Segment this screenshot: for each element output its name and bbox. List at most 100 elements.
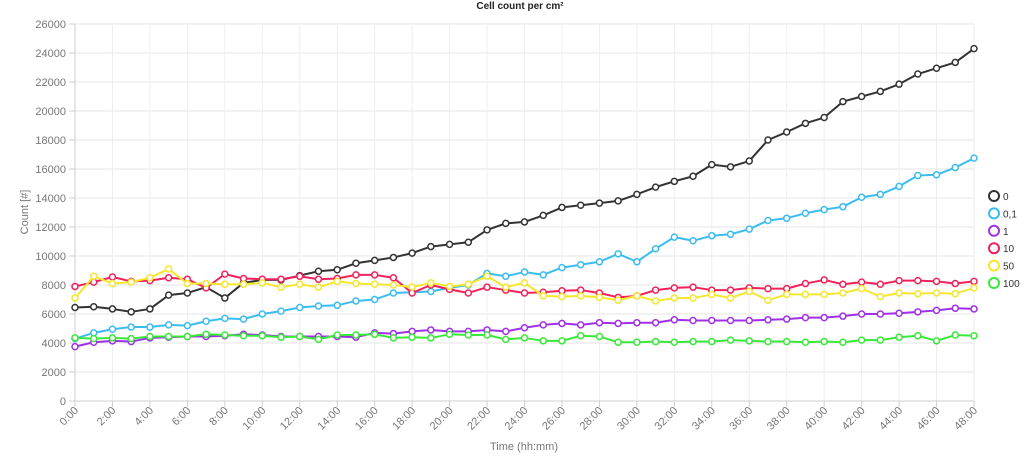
data-point[interactable]	[296, 280, 304, 289]
data-point[interactable]	[221, 280, 229, 289]
data-point[interactable]	[576, 321, 585, 329]
data-point[interactable]	[764, 284, 772, 293]
data-point[interactable]	[614, 296, 622, 304]
legend-item-10[interactable]: 10	[988, 242, 1015, 255]
data-point[interactable]	[670, 177, 679, 186]
data-point[interactable]	[839, 289, 847, 297]
data-point[interactable]	[970, 305, 978, 313]
data-point[interactable]	[876, 280, 885, 289]
data-point[interactable]	[164, 291, 173, 299]
data-point[interactable]	[389, 334, 398, 342]
data-point[interactable]	[895, 182, 903, 191]
data-point[interactable]	[520, 279, 529, 287]
data-point[interactable]	[595, 199, 604, 207]
data-point[interactable]	[164, 332, 173, 341]
data-point[interactable]	[633, 318, 641, 327]
data-point[interactable]	[314, 267, 323, 275]
data-point[interactable]	[502, 283, 510, 291]
data-point[interactable]	[595, 332, 604, 341]
data-point[interactable]	[801, 290, 810, 299]
data-point[interactable]	[333, 331, 341, 339]
data-point[interactable]	[708, 290, 716, 299]
legend-item-0[interactable]: 0	[988, 190, 1009, 203]
data-point[interactable]	[595, 318, 604, 327]
data-point[interactable]	[127, 334, 135, 343]
data-point[interactable]	[914, 308, 922, 316]
data-point[interactable]	[895, 80, 903, 88]
data-point[interactable]	[296, 303, 304, 312]
data-point[interactable]	[876, 336, 885, 344]
data-point[interactable]	[408, 283, 416, 291]
data-point[interactable]	[239, 315, 248, 323]
data-point[interactable]	[520, 334, 529, 342]
data-point[interactable]	[782, 214, 791, 223]
data-point[interactable]	[820, 290, 828, 299]
data-point[interactable]	[277, 307, 285, 315]
data-point[interactable]	[277, 333, 285, 341]
data-point[interactable]	[314, 275, 323, 283]
data-point[interactable]	[745, 337, 753, 345]
data-point[interactable]	[633, 190, 641, 199]
data-point[interactable]	[857, 92, 866, 101]
data-point[interactable]	[558, 337, 566, 345]
data-point[interactable]	[502, 327, 510, 336]
data-point[interactable]	[633, 258, 641, 266]
data-point[interactable]	[464, 331, 473, 339]
legend[interactable]: 0 0,1 1 10 50 100	[988, 190, 1020, 290]
data-point[interactable]	[333, 277, 341, 286]
data-point[interactable]	[745, 225, 753, 233]
data-point[interactable]	[183, 279, 192, 288]
data-point[interactable]	[801, 119, 810, 128]
data-point[interactable]	[689, 172, 697, 180]
data-point[interactable]	[539, 271, 547, 279]
data-point[interactable]	[595, 258, 604, 266]
data-point[interactable]	[427, 279, 435, 287]
data-point[interactable]	[127, 323, 135, 331]
data-point[interactable]	[296, 272, 304, 281]
data-point[interactable]	[708, 160, 716, 169]
legend-item-1[interactable]: 1	[988, 224, 1009, 238]
legend-item-0,1[interactable]: 0,1	[988, 207, 1017, 220]
data-point[interactable]	[483, 283, 491, 291]
data-point[interactable]	[464, 238, 473, 246]
data-point[interactable]	[614, 250, 622, 258]
data-point[interactable]	[277, 275, 285, 283]
data-point[interactable]	[389, 289, 398, 297]
data-point[interactable]	[951, 279, 960, 288]
data-point[interactable]	[782, 290, 791, 299]
data-point[interactable]	[726, 163, 735, 171]
data-point[interactable]	[239, 280, 248, 289]
data-point[interactable]	[71, 342, 79, 351]
data-point[interactable]	[820, 276, 828, 284]
data-point[interactable]	[183, 332, 192, 341]
legend-item-50[interactable]: 50	[988, 259, 1015, 273]
data-point[interactable]	[239, 332, 248, 340]
data-point[interactable]	[108, 334, 117, 342]
data-point[interactable]	[146, 305, 154, 313]
data-point[interactable]	[689, 316, 697, 325]
data-point[interactable]	[895, 276, 903, 285]
data-point[interactable]	[745, 287, 753, 296]
data-point[interactable]	[782, 128, 791, 136]
data-point[interactable]	[970, 154, 978, 162]
data-point[interactable]	[427, 287, 435, 296]
data-point[interactable]	[876, 310, 885, 318]
data-point[interactable]	[876, 87, 885, 96]
data-point[interactable]	[970, 284, 978, 292]
data-point[interactable]	[895, 289, 903, 297]
data-point[interactable]	[932, 289, 941, 297]
data-point[interactable]	[502, 335, 510, 344]
data-point[interactable]	[164, 265, 173, 273]
data-point[interactable]	[576, 332, 585, 340]
data-point[interactable]	[89, 303, 98, 311]
data-point[interactable]	[558, 292, 566, 301]
data-point[interactable]	[764, 316, 772, 324]
data-point[interactable]	[258, 279, 267, 287]
data-point[interactable]	[633, 292, 641, 300]
data-point[interactable]	[932, 277, 941, 286]
data-point[interactable]	[820, 113, 828, 122]
data-point[interactable]	[820, 205, 828, 214]
data-point[interactable]	[651, 337, 660, 346]
data-point[interactable]	[108, 305, 117, 313]
data-point[interactable]	[108, 279, 117, 288]
